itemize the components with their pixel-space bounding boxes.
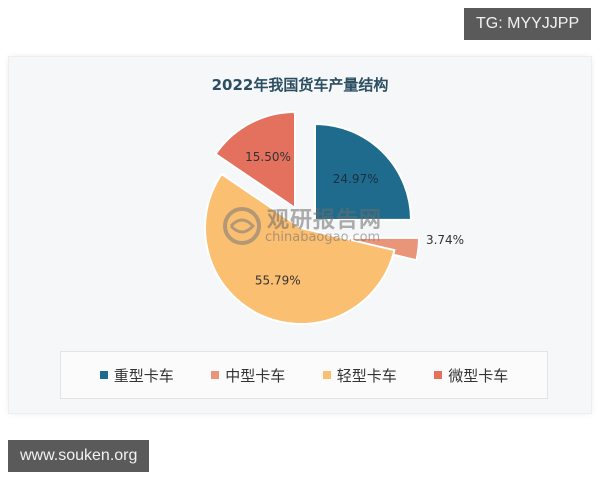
legend-item-medium-truck: 中型卡车 — [211, 365, 285, 386]
slice-mini-truck — [214, 110, 296, 210]
tg-watermark-badge: TG: MYYJJPP — [464, 8, 592, 40]
slice-heavy-truck — [314, 122, 413, 222]
brand-watermark-url: chinabaogao.com — [265, 230, 381, 245]
chart-legend: 重型卡车 中型卡车 轻型卡车 微型卡车 — [60, 351, 548, 399]
legend-label: 轻型卡车 — [336, 366, 397, 385]
legend-item-light-truck: 轻型卡车 — [322, 365, 397, 386]
slice-value-label: 55.79% — [255, 274, 301, 288]
brand-logo-icon — [223, 207, 261, 245]
slice-value-label: 24.97% — [333, 172, 379, 186]
legend-swatch — [211, 371, 220, 379]
legend-item-mini-truck: 微型卡车 — [434, 365, 508, 386]
legend-item-heavy-truck: 重型卡车 — [99, 365, 174, 386]
brand-watermark-title: 观研报告网 — [267, 208, 383, 233]
slice-value-label: 3.74% — [426, 233, 464, 247]
legend-swatch — [99, 371, 108, 379]
legend-label: 中型卡车 — [225, 366, 286, 385]
chart-title: 2022年我国货车产量结构 — [211, 76, 389, 94]
legend-label: 重型卡车 — [113, 366, 174, 385]
url-watermark-badge: www.souken.org — [8, 440, 150, 472]
slice-value-label: 15.50% — [245, 150, 291, 164]
legend-swatch — [434, 371, 443, 379]
legend-swatch — [322, 371, 331, 379]
legend-label: 微型卡车 — [448, 366, 509, 385]
